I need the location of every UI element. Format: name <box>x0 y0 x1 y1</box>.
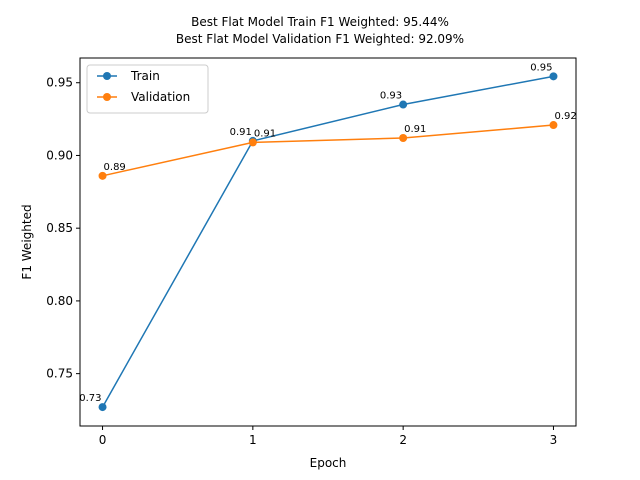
data-point-train <box>399 100 408 109</box>
data-point-validation <box>399 134 408 142</box>
data-point-validation <box>248 138 257 147</box>
data-point-validation <box>549 121 558 130</box>
chart-title-line1: Best Flat Model Train F1 Weighted: 95.44… <box>191 15 449 29</box>
series-line-train <box>101 75 554 408</box>
y-tick-label: 0.95 <box>46 76 73 90</box>
y-tick-label: 0.75 <box>46 367 73 381</box>
data-label-train: 0.91 <box>230 127 252 138</box>
legend-validation-marker <box>103 93 111 101</box>
chart-title-line2: Best Flat Model Validation F1 Weighted: … <box>176 32 464 46</box>
y-tick-label: 0.90 <box>46 148 73 162</box>
x-tick-label: 2 <box>399 433 407 447</box>
data-point-train <box>549 72 558 81</box>
data-label-validation: 0.91 <box>254 128 276 139</box>
x-tick-label: 0 <box>99 433 107 447</box>
data-label-train: 0.73 <box>79 393 101 404</box>
legend-box <box>86 64 209 114</box>
data-point-validation <box>98 171 107 180</box>
data-label-validation: 0.89 <box>104 162 126 173</box>
plot-area: 0.730.910.930.950.890.91 0.910.92 <box>79 62 577 412</box>
x-axis-label: Epoch <box>310 456 347 470</box>
legend-train-label: Train <box>130 69 160 83</box>
data-label-validation: 0.92 <box>554 111 576 122</box>
data-label-train: 0.93 <box>380 91 402 102</box>
data-label-validation: 0.91 <box>404 124 426 135</box>
series-line-validation <box>102 124 554 177</box>
x-axis: 0 1 2 3 <box>99 426 558 447</box>
data-label-train: 0.95 <box>530 62 552 73</box>
x-tick-label: 1 <box>249 433 257 447</box>
y-axis: 0.75 0.80 0.85 0.90 0.95 <box>46 76 80 381</box>
y-tick-label: 0.80 <box>46 294 73 308</box>
y-axis-label: F1 Weighted <box>20 204 34 279</box>
legend: Train Validation <box>86 64 209 114</box>
x-tick-label: 3 <box>550 433 558 447</box>
plot-frame <box>79 57 577 427</box>
y-tick-label: 0.85 <box>46 221 73 235</box>
legend-validation-label: Validation <box>131 90 190 104</box>
data-point-train <box>98 403 107 412</box>
legend-train-marker <box>103 72 111 80</box>
